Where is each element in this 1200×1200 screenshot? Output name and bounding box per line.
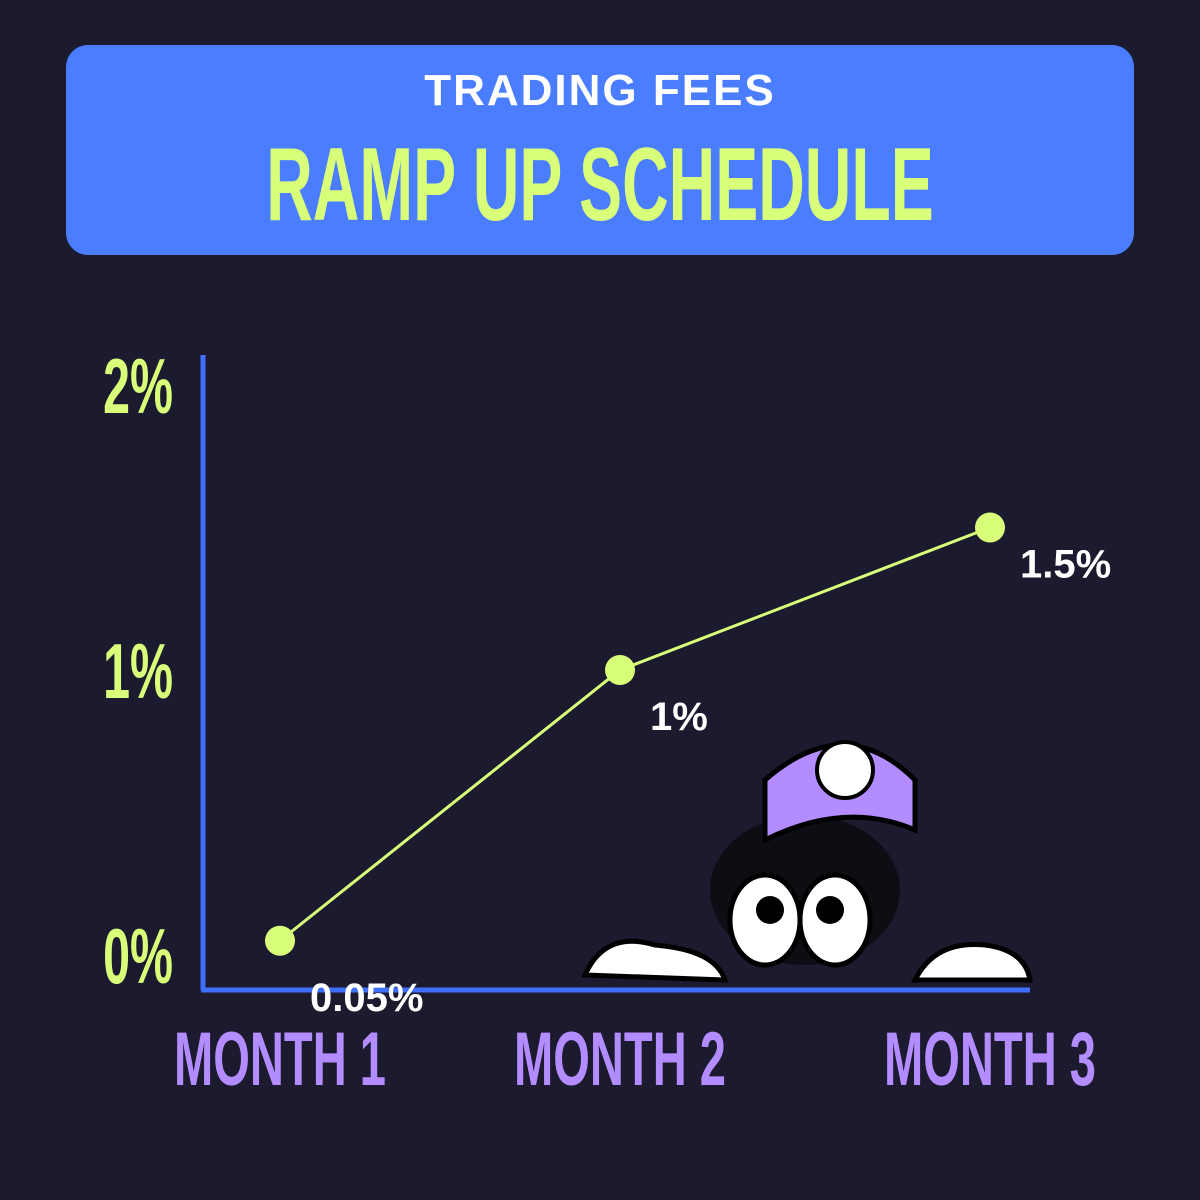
value-label: 1.5%	[1020, 543, 1111, 587]
point	[605, 655, 635, 685]
chart-title: TRADING FEES	[424, 66, 776, 115]
y-tick-label: 2%	[103, 342, 173, 430]
chart-subtitle: RAMP UP SCHEDULE	[266, 127, 934, 242]
y-tick: 0%	[103, 912, 173, 1000]
plot: 0% 1% 2% MONTH 1 MONTH 2 MONTH 3 0.05% 1% 1.5%	[103, 342, 1111, 1102]
header-box	[66, 45, 1134, 255]
subtitle-group: RAMP UP SCHEDULE	[266, 127, 934, 242]
y-tick: 1%	[103, 627, 173, 715]
point	[975, 512, 1005, 543]
y-tick-label: 1%	[103, 627, 173, 715]
mascot	[581, 740, 1033, 983]
value-label: 0.05%	[310, 976, 423, 1020]
x-tick: MONTH 3	[884, 1018, 1096, 1102]
x-tick: MONTH 1	[174, 1018, 386, 1102]
point	[265, 925, 295, 956]
value-label: 1%	[650, 695, 708, 739]
y-tick-label: 0%	[103, 912, 173, 1000]
y-tick: 2%	[103, 342, 173, 430]
x-tick-label: MONTH 1	[174, 1018, 386, 1102]
x-tick-label: MONTH 3	[884, 1018, 1096, 1102]
x-tick-label: MONTH 2	[514, 1018, 726, 1102]
x-tick: MONTH 2	[514, 1018, 726, 1102]
